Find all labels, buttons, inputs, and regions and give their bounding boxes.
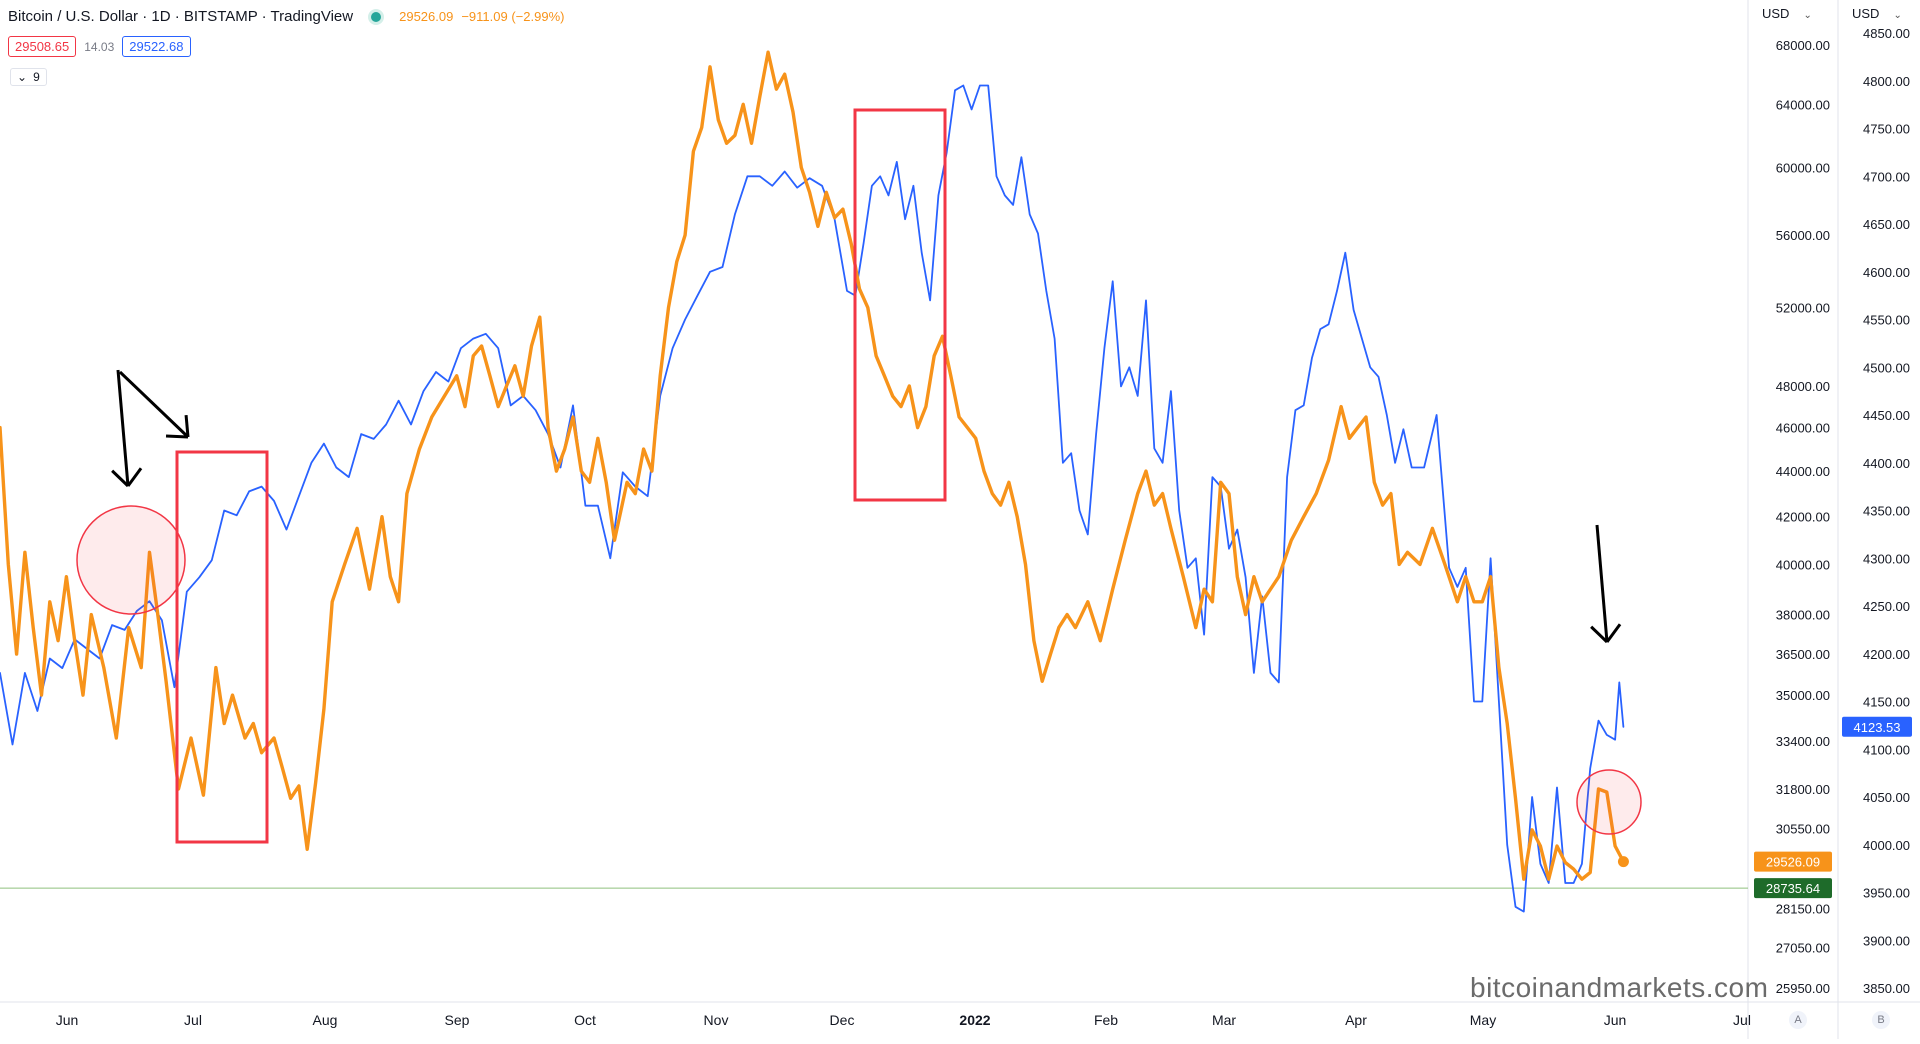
annotation-circle <box>76 505 186 615</box>
index-last-tag: 4123.53 <box>1842 716 1912 737</box>
right-tick-label: 4100.00 <box>1863 742 1910 757</box>
right-tick-label: 4450.00 <box>1863 408 1910 423</box>
index-line-path <box>0 84 1625 913</box>
time-tick-label: Apr <box>1345 1012 1367 1028</box>
arrow-icon <box>111 369 143 488</box>
time-tick-label: Jul <box>184 1012 202 1028</box>
time-tick-label: Jul <box>1733 1012 1751 1028</box>
left-tick-label: 28735.64 <box>1766 881 1820 896</box>
left-axis[interactable]: 68000.00 64000.00 60000.00 56000.00 52000.00… <box>1754 38 1832 996</box>
right-tick-label: 4350.00 <box>1863 504 1910 519</box>
time-tick-label: Jun <box>56 1012 79 1028</box>
right-scale-unit[interactable]: USD ⌄ <box>1852 6 1902 21</box>
annotation-box <box>853 108 947 502</box>
time-tick-label: May <box>1470 1012 1496 1028</box>
arrow-icon <box>118 370 190 439</box>
right-tick-label: 4400.00 <box>1863 456 1910 471</box>
right-tick-label: 4650.00 <box>1863 217 1910 232</box>
left-tick-label: 40000.00 <box>1776 557 1830 572</box>
right-tick-label: 4000.00 <box>1863 838 1910 853</box>
right-tick-label: 3850.00 <box>1863 981 1910 996</box>
left-scale-unit-label: USD <box>1762 6 1790 21</box>
right-tick-label: 4200.00 <box>1863 647 1910 662</box>
indicators-toggle[interactable]: ⌄ 9 <box>10 68 47 86</box>
scale-a-button[interactable]: A <box>1789 1011 1807 1029</box>
left-tick-label: 56000.00 <box>1776 228 1830 243</box>
last-price: 29526.09 <box>399 9 454 24</box>
left-tick-label: 33400.00 <box>1776 734 1830 749</box>
right-tick-label: 4300.00 <box>1863 551 1910 566</box>
buy-price-button[interactable]: 29522.68 <box>122 36 191 57</box>
annotation-circle <box>1576 769 1642 835</box>
right-tick-label: 3950.00 <box>1863 886 1910 901</box>
right-tick-label: 4850.00 <box>1863 26 1910 41</box>
right-axis[interactable]: 4850.00 4800.00 4750.00 4700.00 4650.00 4600.… <box>1842 26 1912 996</box>
watermark: bitcoinandmarkets.com <box>1470 972 1769 1003</box>
right-tick-label: 4150.00 <box>1863 695 1910 710</box>
left-tick-label: 28150.00 <box>1776 901 1830 916</box>
left-tick-label: 29526.09 <box>1766 855 1820 870</box>
time-tick-label: Jun <box>1604 1012 1627 1028</box>
price-change: −911.09 (−2.99%) <box>461 9 565 24</box>
right-tick-label: 4600.00 <box>1863 265 1910 280</box>
time-tick-label: Oct <box>574 1012 596 1028</box>
time-tick-label: Aug <box>313 1012 338 1028</box>
annotations <box>76 108 1642 844</box>
last-price-tag: 29526.09 <box>1754 851 1832 872</box>
time-tick-label: Mar <box>1212 1012 1236 1028</box>
bid-ask-row: 29508.65 14.03 29522.68 <box>8 36 191 57</box>
left-tick-label: 38000.00 <box>1776 608 1830 623</box>
time-tick-label: Sep <box>445 1012 470 1028</box>
left-tick-label: 25950.00 <box>1776 981 1830 996</box>
btc-last-point <box>1617 856 1629 868</box>
left-tick-label: 68000.00 <box>1776 38 1830 53</box>
right-tick-label: 4123.53 <box>1854 720 1901 735</box>
time-tick-label: 2022 <box>959 1012 990 1028</box>
left-tick-label: 52000.00 <box>1776 301 1830 316</box>
right-tick-label: 4050.00 <box>1863 790 1910 805</box>
left-tick-label: 42000.00 <box>1776 510 1830 525</box>
left-tick-label: 27050.00 <box>1776 940 1830 955</box>
left-tick-label: 36500.00 <box>1776 647 1830 662</box>
indicator-count: 9 <box>33 70 40 84</box>
index-series-line <box>0 84 1625 913</box>
right-tick-label: 4500.00 <box>1863 360 1910 375</box>
left-tick-label: 35000.00 <box>1776 688 1830 703</box>
btc-line-path <box>0 50 1626 881</box>
chart-title: Bitcoin / U.S. Dollar · 1D · BITSTAMP · … <box>8 8 354 25</box>
spread-value: 14.03 <box>84 39 115 54</box>
left-tick-label: 48000.00 <box>1776 379 1830 394</box>
right-tick-label: 4800.00 <box>1863 74 1910 89</box>
left-scale-unit[interactable]: USD ⌄ <box>1762 6 1812 21</box>
chevron-down-icon: ⌄ <box>1803 10 1812 21</box>
left-tick-label: 44000.00 <box>1776 464 1830 479</box>
market-status-dot-icon <box>371 11 382 22</box>
left-tick-label: 46000.00 <box>1776 421 1830 436</box>
chart-header: Bitcoin / U.S. Dollar · 1D · BITSTAMP · … <box>8 8 564 25</box>
right-tick-label: 4700.00 <box>1863 169 1910 184</box>
left-tick-label: 64000.00 <box>1776 97 1830 112</box>
arrow-icon <box>1590 524 1622 644</box>
level-price-tag: 28735.64 <box>1754 878 1832 899</box>
right-tick-label: 4550.00 <box>1863 313 1910 328</box>
time-tick-label: Feb <box>1094 1012 1118 1028</box>
chevron-down-icon: ⌄ <box>17 70 28 84</box>
sell-price-button[interactable]: 29508.65 <box>8 36 77 57</box>
right-scale-unit-label: USD <box>1852 6 1880 21</box>
left-tick-label: 30550.00 <box>1776 821 1830 836</box>
scale-b-button[interactable]: B <box>1872 1011 1890 1029</box>
btc-series-line <box>0 50 1629 881</box>
annotation-box <box>175 450 269 844</box>
chevron-down-icon: ⌄ <box>1893 10 1902 21</box>
time-tick-label: Dec <box>830 1012 855 1028</box>
right-tick-label: 4750.00 <box>1863 122 1910 137</box>
right-tick-label: 4250.00 <box>1863 599 1910 614</box>
left-tick-label: 31800.00 <box>1776 782 1830 797</box>
right-tick-label: 3900.00 <box>1863 933 1910 948</box>
left-tick-label: 60000.00 <box>1776 161 1830 176</box>
time-axis[interactable]: Jun Jul Aug Sep Oct Nov Dec 2022 Feb Mar Apr May Jun… <box>56 1012 1751 1028</box>
time-tick-label: Nov <box>704 1012 729 1028</box>
